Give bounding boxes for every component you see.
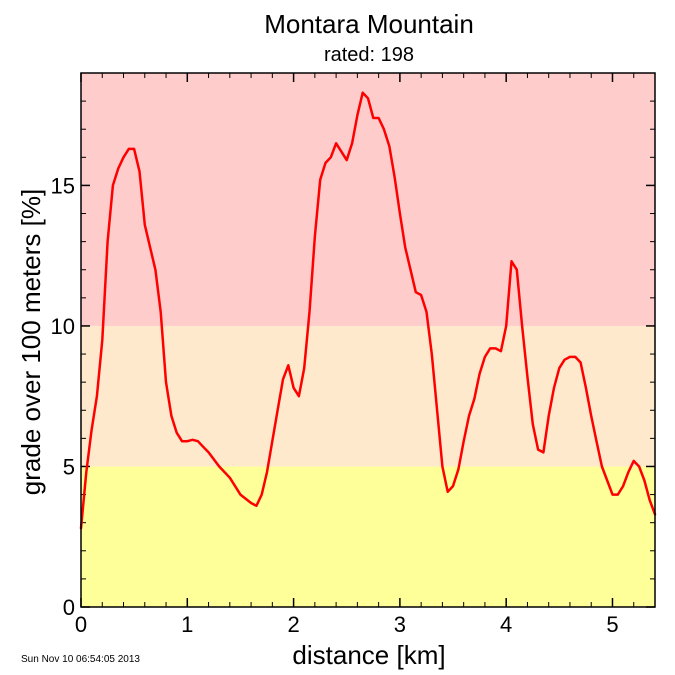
x-tick-label: 1 bbox=[181, 612, 193, 637]
series-lines bbox=[79, 91, 657, 530]
y-tick-label: 10 bbox=[51, 314, 75, 339]
y-tick-label: 5 bbox=[63, 454, 75, 479]
grade-bands bbox=[81, 73, 655, 607]
x-tick-label: 0 bbox=[75, 612, 87, 637]
grade-band-0 bbox=[81, 466, 655, 607]
axis-ticks bbox=[80, 73, 655, 608]
timestamp-footer: Sun Nov 10 06:54:05 2013 bbox=[21, 654, 140, 665]
x-tick-label: 3 bbox=[394, 612, 406, 637]
x-tick-label: 2 bbox=[287, 612, 299, 637]
y-tick-label: 0 bbox=[63, 595, 75, 620]
x-axis-label: distance [km] bbox=[292, 640, 445, 670]
x-tick-label: 5 bbox=[606, 612, 618, 637]
plot-frame bbox=[80, 72, 656, 608]
series-line-0 bbox=[79, 91, 657, 530]
chart-subtitle: rated: 198 bbox=[324, 44, 414, 66]
x-tick-label: 4 bbox=[500, 612, 512, 637]
chart-title: Montara Mountain bbox=[264, 9, 474, 39]
y-tick-label: 15 bbox=[51, 173, 75, 198]
grade-band-1 bbox=[81, 325, 655, 467]
y-axis-label: grade over 100 meters [%] bbox=[16, 189, 46, 495]
grade-band-2 bbox=[81, 73, 655, 326]
tick-labels: 0 1 2 3 4 5 0 5 10 15 bbox=[51, 173, 619, 637]
